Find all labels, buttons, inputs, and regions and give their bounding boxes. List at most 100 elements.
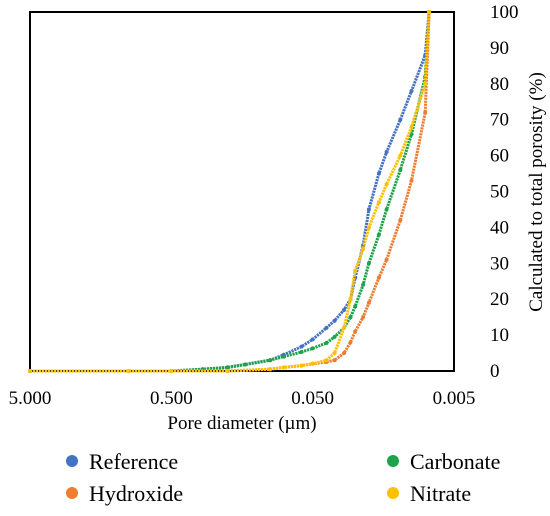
y-tick-label: 50 (490, 182, 509, 203)
series-line-nitrate (30, 11, 431, 373)
data-point-reference (342, 308, 346, 312)
data-point-hydroxide (348, 340, 353, 345)
plot-frame (29, 11, 455, 372)
x-axis-title: Pore diameter (µm) (167, 413, 316, 434)
y-tick-label: 100 (490, 2, 519, 23)
x-tick-label: 0.500 (150, 388, 193, 409)
y-tick-labels: 0 10 20 30 40 50 60 70 80 90 100 (490, 2, 519, 382)
x-tick-label: 5.000 (9, 388, 52, 409)
series-nitrate (28, 10, 432, 373)
data-point-reference (324, 325, 329, 330)
data-point-hydroxide (376, 275, 381, 280)
series-line-reference (30, 11, 431, 373)
data-point-carbonate (324, 341, 329, 345)
data-point-carbonate (361, 282, 366, 287)
data-point-reference (366, 207, 371, 212)
series-reference (28, 10, 432, 373)
data-point-nitrate (384, 182, 389, 187)
legend-marker-icon (66, 455, 78, 467)
data-point-hydroxide (398, 218, 403, 223)
data-point-carbonate (281, 354, 286, 359)
data-point-hydroxide (423, 110, 428, 115)
legend-item-nitrate: Nitrate (387, 481, 471, 506)
data-point-carbonate (243, 362, 248, 367)
legend-label: Nitrate (410, 481, 471, 506)
data-point-carbonate (366, 261, 371, 266)
data-point-hydroxide (361, 315, 366, 320)
series-hydroxide (28, 10, 432, 373)
data-point-nitrate (423, 81, 428, 86)
data-point-carbonate (353, 304, 358, 309)
data-point-nitrate (353, 268, 358, 273)
legend-item-reference: Reference (66, 449, 178, 474)
data-point-carbonate (299, 350, 304, 354)
data-point-hydroxide (353, 329, 358, 334)
series-carbonate (28, 10, 432, 373)
data-point-nitrate (332, 351, 337, 356)
y-tick-label: 60 (490, 146, 509, 167)
data-point-hydroxide (384, 257, 389, 262)
data-point-nitrate (281, 365, 286, 370)
y-tick-label: 10 (490, 325, 509, 346)
legend-marker-icon (387, 487, 399, 499)
legend-label: Hydroxide (89, 481, 183, 506)
data-point-nitrate (299, 363, 304, 368)
data-point-nitrate (28, 369, 32, 373)
series-line-carbonate (30, 11, 431, 373)
data-point-reference (376, 171, 381, 176)
data-point-reference (409, 89, 414, 93)
legend-item-hydroxide: Hydroxide (66, 481, 183, 506)
x-tick-labels: 5.000 0.500 0.050 0.005 (9, 388, 476, 409)
data-point-carbonate (348, 315, 353, 320)
data-point-carbonate (225, 365, 230, 370)
x-tick-label: 0.050 (291, 388, 334, 409)
y-tick-label: 40 (490, 217, 509, 238)
legend-marker-icon (387, 455, 399, 467)
data-point-nitrate (427, 10, 432, 14)
series-line-hydroxide (30, 11, 431, 373)
data-point-nitrate (361, 246, 366, 251)
data-point-hydroxide (332, 358, 337, 363)
data-point-reference (310, 337, 315, 342)
data-point-nitrate (409, 124, 414, 129)
y-tick-label: 0 (490, 361, 500, 382)
data-point-carbonate (384, 207, 389, 212)
data-point-nitrate (268, 367, 273, 372)
series-layer (28, 10, 432, 373)
y-tick-label: 30 (490, 253, 509, 274)
y-tick-label: 20 (490, 289, 509, 310)
data-point-hydroxide (366, 300, 371, 305)
legend-label: Reference (89, 449, 178, 474)
y-tick-label: 80 (490, 74, 509, 95)
data-point-nitrate (398, 153, 403, 158)
legend: Reference Carbonate Hydroxide Nitrate (66, 449, 500, 506)
data-point-nitrate (324, 358, 329, 363)
data-point-nitrate (376, 200, 381, 205)
y-tick-label: 90 (490, 38, 509, 59)
y-axis-title: Calculated to total porosity (%) (526, 72, 547, 312)
data-point-carbonate (332, 334, 337, 339)
data-point-carbonate (310, 346, 315, 351)
y-tick-label: 70 (490, 110, 509, 131)
legend-item-carbonate: Carbonate (387, 449, 500, 474)
data-point-nitrate (126, 369, 131, 373)
data-point-nitrate (342, 325, 346, 330)
data-point-reference (332, 318, 337, 323)
data-point-nitrate (310, 361, 315, 366)
data-point-nitrate (348, 297, 353, 302)
data-point-carbonate (376, 232, 381, 237)
data-point-hydroxide (342, 351, 346, 356)
data-point-carbonate (398, 168, 403, 172)
legend-marker-icon (66, 487, 78, 499)
data-point-carbonate (268, 358, 273, 363)
data-point-reference (398, 117, 403, 122)
legend-label: Carbonate (410, 449, 500, 474)
data-point-nitrate (366, 225, 371, 230)
x-tick-label: 0.005 (433, 388, 476, 409)
data-point-nitrate (169, 369, 174, 373)
data-point-reference (384, 150, 389, 154)
data-point-hydroxide (409, 178, 414, 183)
data-point-reference (299, 344, 304, 349)
